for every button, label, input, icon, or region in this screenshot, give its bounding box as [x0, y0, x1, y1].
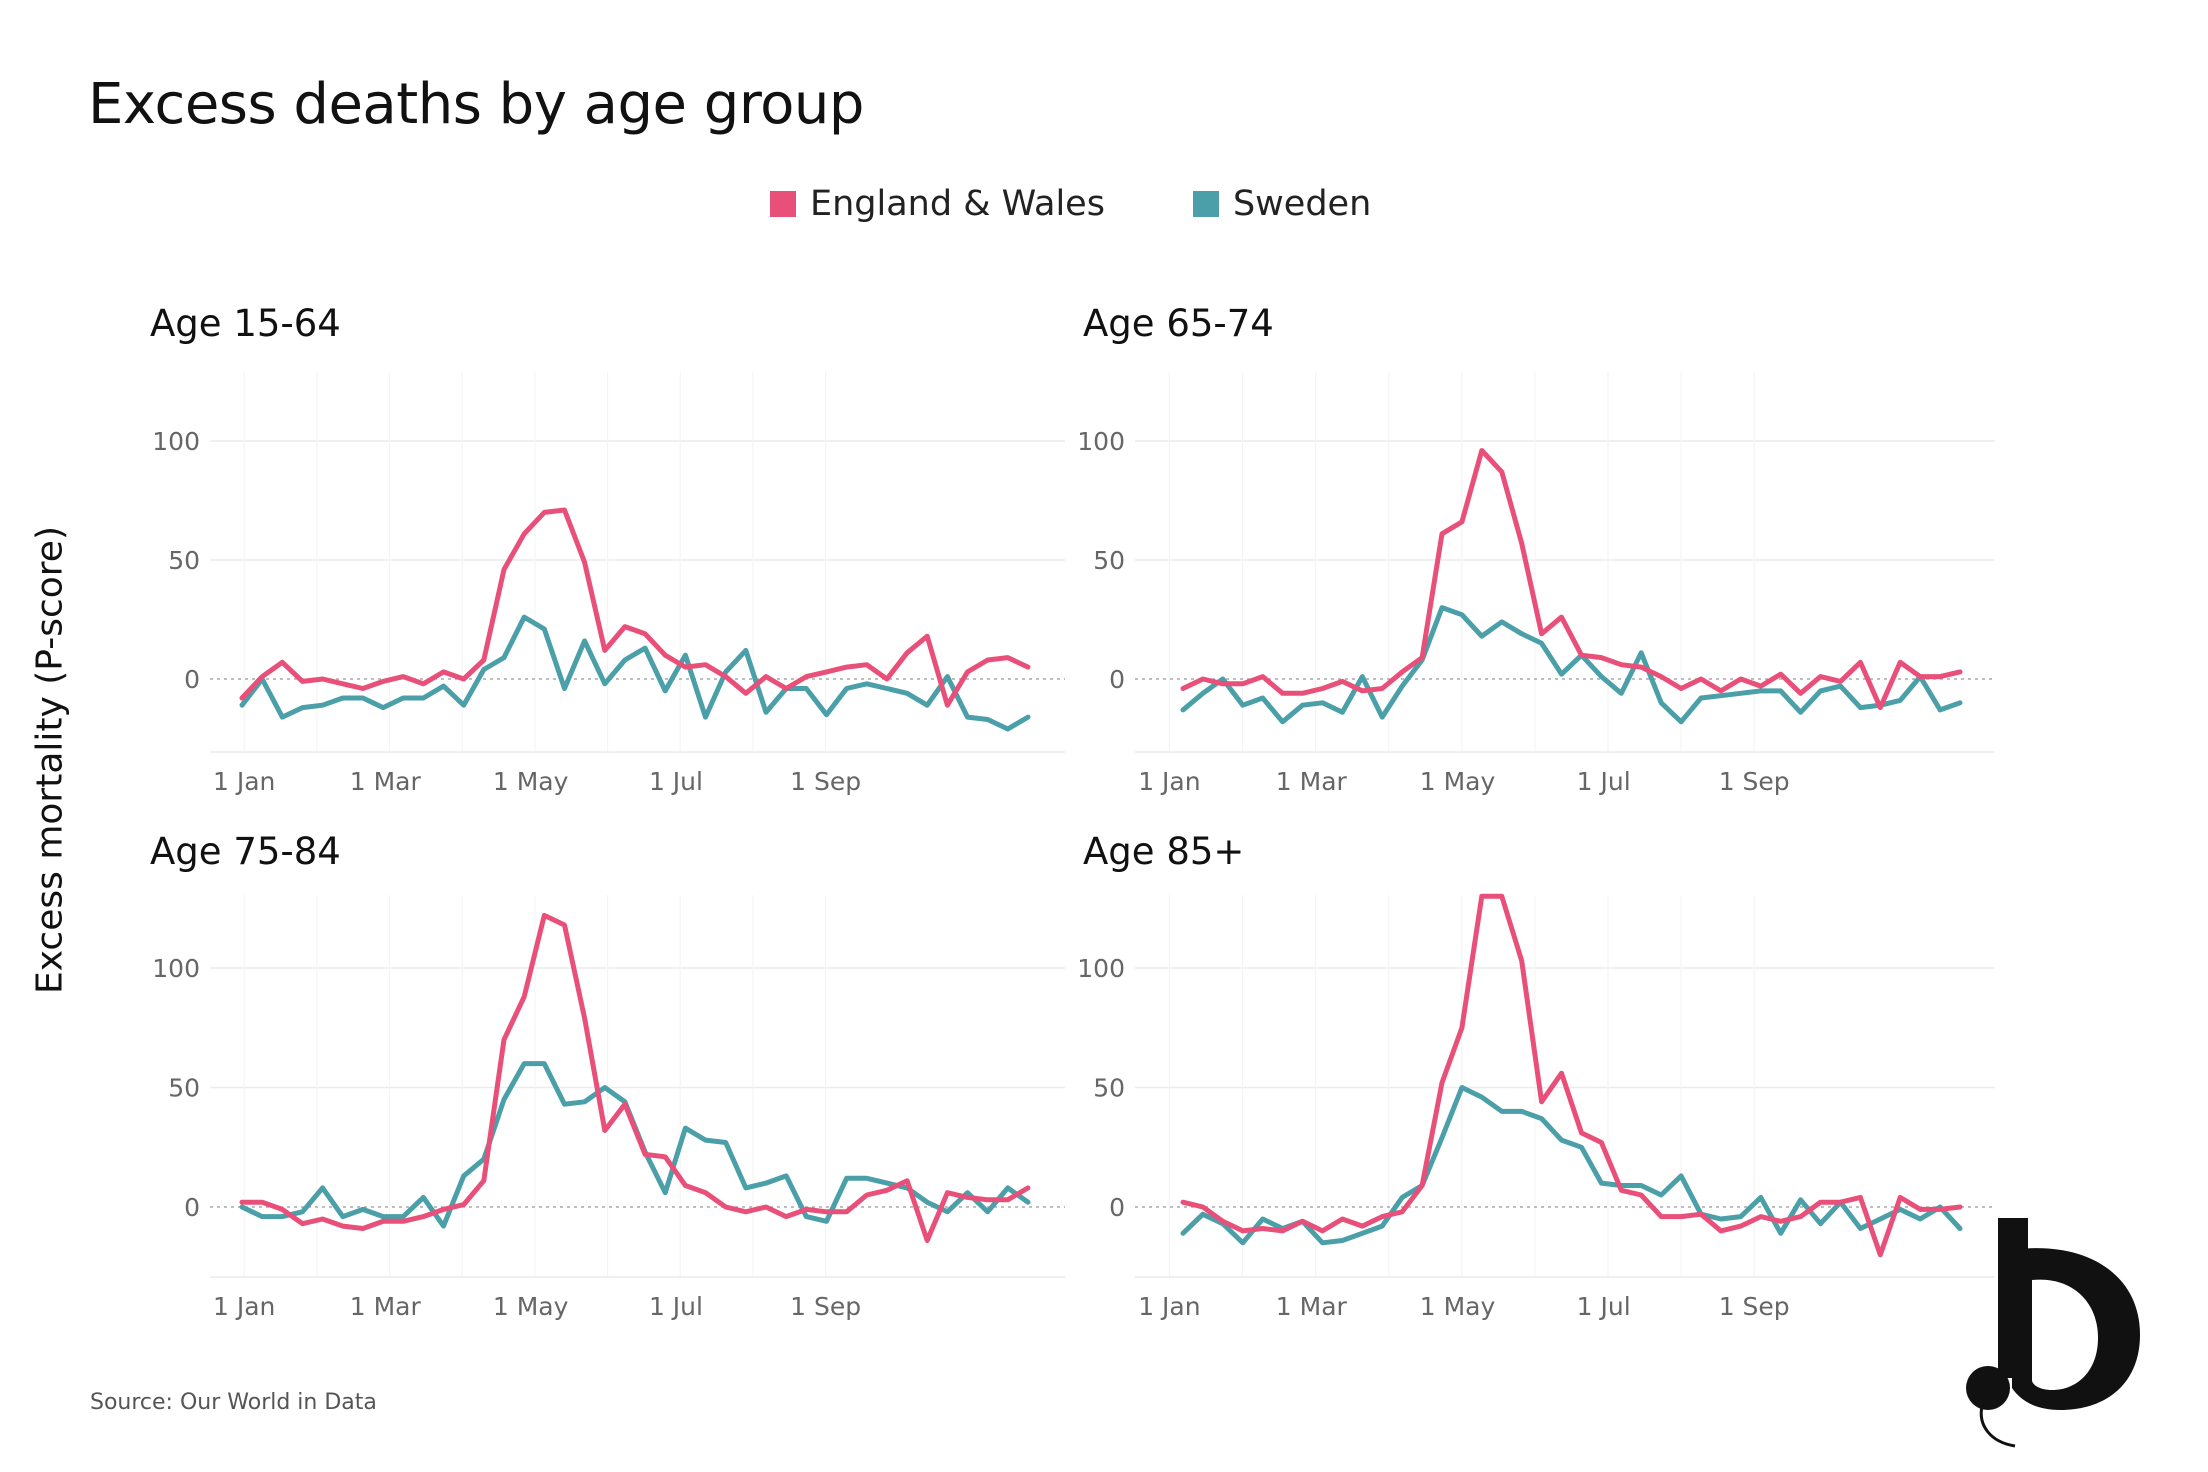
- x-tick-label: 1 Sep: [1719, 767, 1790, 796]
- x-tick-label: 1 Mar: [350, 767, 422, 796]
- y-tick-label: 50: [1093, 1074, 1125, 1103]
- series-line-sweden: [1180, 605, 1963, 725]
- source-note: Source: Our World in Data: [90, 1390, 377, 1415]
- series-line-england-wales: [1180, 448, 1963, 711]
- x-tick-label: 1 May: [1420, 1292, 1496, 1321]
- chart-title: Excess deaths by age group: [88, 72, 864, 137]
- legend: England & Wales Sweden: [770, 184, 1459, 224]
- x-tick-label: 1 Jul: [1577, 1292, 1631, 1321]
- x-tick-label: 1 Jul: [649, 1292, 703, 1321]
- y-tick-label: 0: [184, 665, 200, 694]
- y-tick-label: 0: [184, 1193, 200, 1222]
- legend-label-england-wales: England & Wales: [810, 184, 1105, 224]
- legend-label-sweden: Sweden: [1232, 184, 1372, 224]
- y-tick-label: 50: [168, 546, 200, 575]
- x-tick-label: 1 Mar: [1276, 767, 1348, 796]
- x-tick-label: 1 Jul: [649, 767, 703, 796]
- x-tick-label: 1 May: [493, 767, 569, 796]
- publisher-logo-icon: [1966, 1218, 2140, 1448]
- y-tick-label: 100: [152, 954, 200, 983]
- panel-1: 100 50 0 1 Jan 1 Mar 1 May 1 Jul 1 Sep: [1077, 372, 1995, 796]
- series-line-england-wales: [1180, 893, 1963, 1258]
- y-tick-label: 100: [152, 427, 200, 456]
- series-line-england-wales: [239, 912, 1031, 1243]
- legend-swatch-sweden: [1192, 191, 1219, 217]
- x-tick-label: 1 May: [1420, 767, 1496, 796]
- x-tick-label: 1 Jul: [1577, 767, 1631, 796]
- panel-title-75-84: Age 75-84: [150, 830, 341, 873]
- panel-title-15-64: Age 15-64: [150, 302, 341, 345]
- x-tick-label: 1 Mar: [1276, 1292, 1348, 1321]
- y-tick-label: 50: [168, 1074, 200, 1103]
- legend-swatch-england-wales: [770, 191, 796, 217]
- x-tick-label: 1 Jan: [213, 1292, 275, 1321]
- x-tick-label: 1 Jan: [1138, 1292, 1200, 1321]
- legend-item-sweden: Sweden: [1192, 184, 1372, 224]
- x-tick-label: 1 May: [493, 1292, 569, 1321]
- y-tick-label: 100: [1077, 954, 1125, 983]
- y-tick-label: 50: [1093, 546, 1125, 575]
- y-tick-label: 100: [1077, 427, 1125, 456]
- series-line-sweden: [239, 614, 1031, 732]
- panel-2: 100 50 0 1 Jan 1 Mar 1 May 1 Jul 1 Sep: [152, 895, 1065, 1321]
- x-tick-label: 1 Mar: [350, 1292, 422, 1321]
- x-tick-label: 1 Jan: [213, 767, 275, 796]
- series-line-england-wales: [239, 507, 1031, 708]
- panel-3: 100 50 0 1 Jan 1 Mar 1 May 1 Jul 1 Sep: [1077, 893, 1995, 1321]
- series-line-sweden: [1180, 1085, 1963, 1246]
- y-tick-label: 0: [1109, 665, 1125, 694]
- legend-item-england-wales: England & Wales: [770, 184, 1105, 224]
- x-tick-label: 1 Sep: [1719, 1292, 1790, 1321]
- x-tick-label: 1 Sep: [790, 1292, 861, 1321]
- panel-title-65-74: Age 65-74: [1083, 302, 1274, 345]
- panel-0: 100 50 0 1 Jan 1 Mar 1 May 1 Jul 1 Sep: [152, 372, 1065, 796]
- y-tick-label: 0: [1109, 1193, 1125, 1222]
- panel-title-85-plus: Age 85+: [1083, 830, 1245, 873]
- x-tick-label: 1 Sep: [790, 767, 861, 796]
- x-tick-label: 1 Jan: [1138, 767, 1200, 796]
